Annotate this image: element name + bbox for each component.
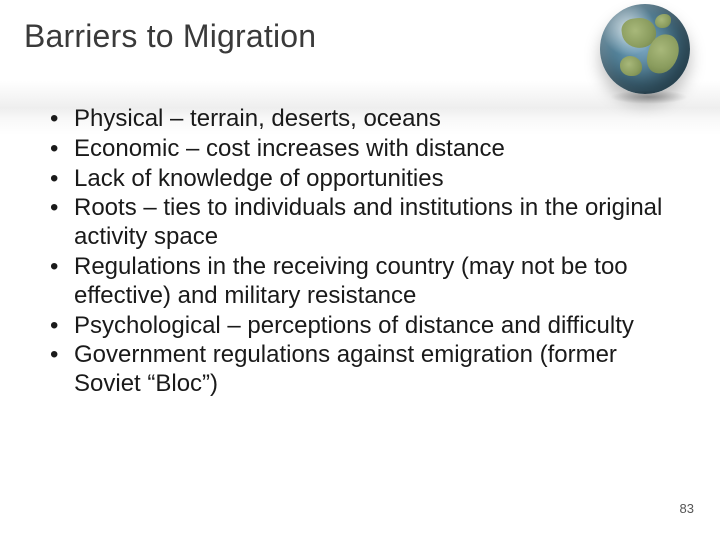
bullet-item: Psychological – perceptions of distance … xyxy=(44,312,688,341)
bullet-item: Lack of knowledge of opportunities xyxy=(44,165,688,194)
globe-icon xyxy=(600,4,700,104)
page-number: 83 xyxy=(680,501,694,516)
slide-body: Physical – terrain, deserts, oceans Econ… xyxy=(24,105,696,399)
bullet-list: Physical – terrain, deserts, oceans Econ… xyxy=(44,105,688,399)
bullet-item: Government regulations against emigratio… xyxy=(44,341,688,399)
bullet-item: Economic – cost increases with distance xyxy=(44,135,688,164)
bullet-item: Regulations in the receiving country (ma… xyxy=(44,253,688,311)
globe-land xyxy=(620,56,642,76)
globe-shadow xyxy=(610,90,688,104)
globe-land xyxy=(655,14,671,28)
slide-title: Barriers to Migration xyxy=(24,18,696,55)
bullet-item: Physical – terrain, deserts, oceans xyxy=(44,105,688,134)
bullet-item: Roots – ties to individuals and institut… xyxy=(44,194,688,252)
globe-sphere xyxy=(600,4,690,94)
slide: Barriers to Migration Physical – terrain… xyxy=(0,0,720,540)
